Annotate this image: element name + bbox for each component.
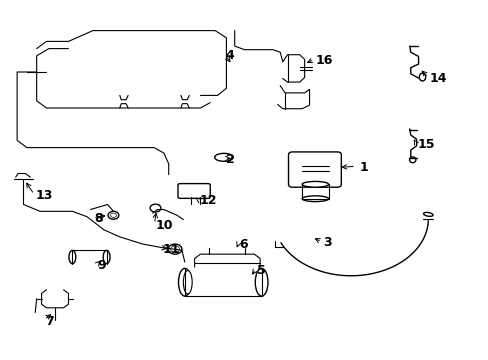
- Ellipse shape: [103, 251, 110, 264]
- Text: 15: 15: [416, 138, 434, 151]
- Ellipse shape: [69, 251, 76, 264]
- Ellipse shape: [255, 269, 267, 296]
- Text: 8: 8: [94, 212, 102, 225]
- Circle shape: [168, 244, 182, 254]
- Circle shape: [150, 204, 161, 212]
- Ellipse shape: [423, 212, 432, 216]
- Text: 16: 16: [315, 54, 332, 67]
- Ellipse shape: [214, 153, 233, 161]
- Ellipse shape: [183, 271, 192, 294]
- Text: 4: 4: [225, 49, 234, 62]
- Text: 3: 3: [322, 237, 331, 249]
- Ellipse shape: [302, 196, 328, 202]
- Text: 1: 1: [359, 161, 367, 174]
- Text: 13: 13: [35, 189, 53, 202]
- Ellipse shape: [408, 157, 415, 163]
- Text: 5: 5: [256, 264, 265, 277]
- Text: 9: 9: [98, 259, 106, 272]
- Ellipse shape: [418, 73, 425, 81]
- FancyBboxPatch shape: [178, 184, 210, 198]
- Text: 10: 10: [155, 219, 173, 231]
- Text: 6: 6: [239, 238, 248, 251]
- Circle shape: [108, 211, 119, 219]
- Ellipse shape: [178, 269, 191, 296]
- Text: 2: 2: [226, 153, 235, 166]
- Text: 14: 14: [428, 72, 446, 85]
- FancyBboxPatch shape: [288, 152, 341, 187]
- Text: 7: 7: [45, 315, 54, 328]
- Circle shape: [110, 213, 116, 217]
- Text: 11: 11: [162, 243, 180, 256]
- Circle shape: [170, 246, 179, 252]
- Ellipse shape: [302, 181, 328, 187]
- Text: 12: 12: [199, 194, 217, 207]
